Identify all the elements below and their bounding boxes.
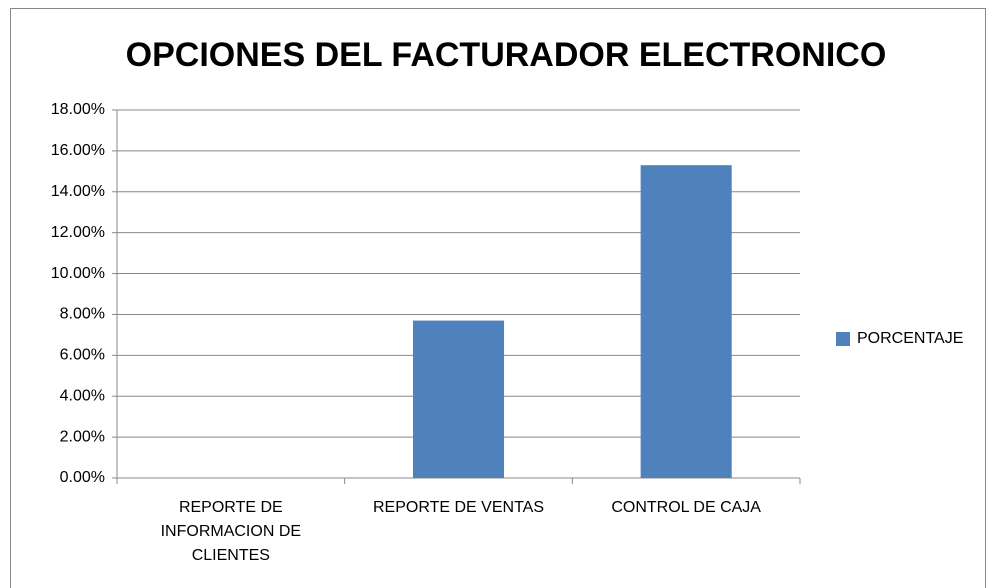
y-tick-label: 14.00% bbox=[51, 183, 105, 200]
chart-border bbox=[10, 8, 986, 588]
y-tick-label: 10.00% bbox=[51, 265, 105, 282]
chart-title: OPCIONES DEL FACTURADOR ELECTRONICO bbox=[126, 36, 887, 74]
x-tick-label: CONTROL DE CAJA bbox=[611, 499, 761, 516]
legend-swatch bbox=[836, 332, 850, 346]
y-tick-label: 8.00% bbox=[60, 306, 105, 323]
x-tick-label: REPORTE DE VENTAS bbox=[373, 499, 544, 516]
y-tick-label: 6.00% bbox=[60, 347, 105, 364]
y-tick-label: 12.00% bbox=[51, 224, 105, 241]
y-tick-label: 16.00% bbox=[51, 142, 105, 159]
y-tick-label: 18.00% bbox=[51, 101, 105, 118]
y-tick-label: 2.00% bbox=[60, 428, 105, 445]
legend-label: PORCENTAJE bbox=[857, 330, 963, 347]
y-tick-label: 4.00% bbox=[60, 387, 105, 404]
bar bbox=[640, 165, 732, 478]
x-tick-label: REPORTE DE INFORMACION DE CLIENTES bbox=[160, 499, 302, 564]
y-tick-label: 0.00% bbox=[60, 469, 105, 486]
bar bbox=[412, 320, 505, 478]
